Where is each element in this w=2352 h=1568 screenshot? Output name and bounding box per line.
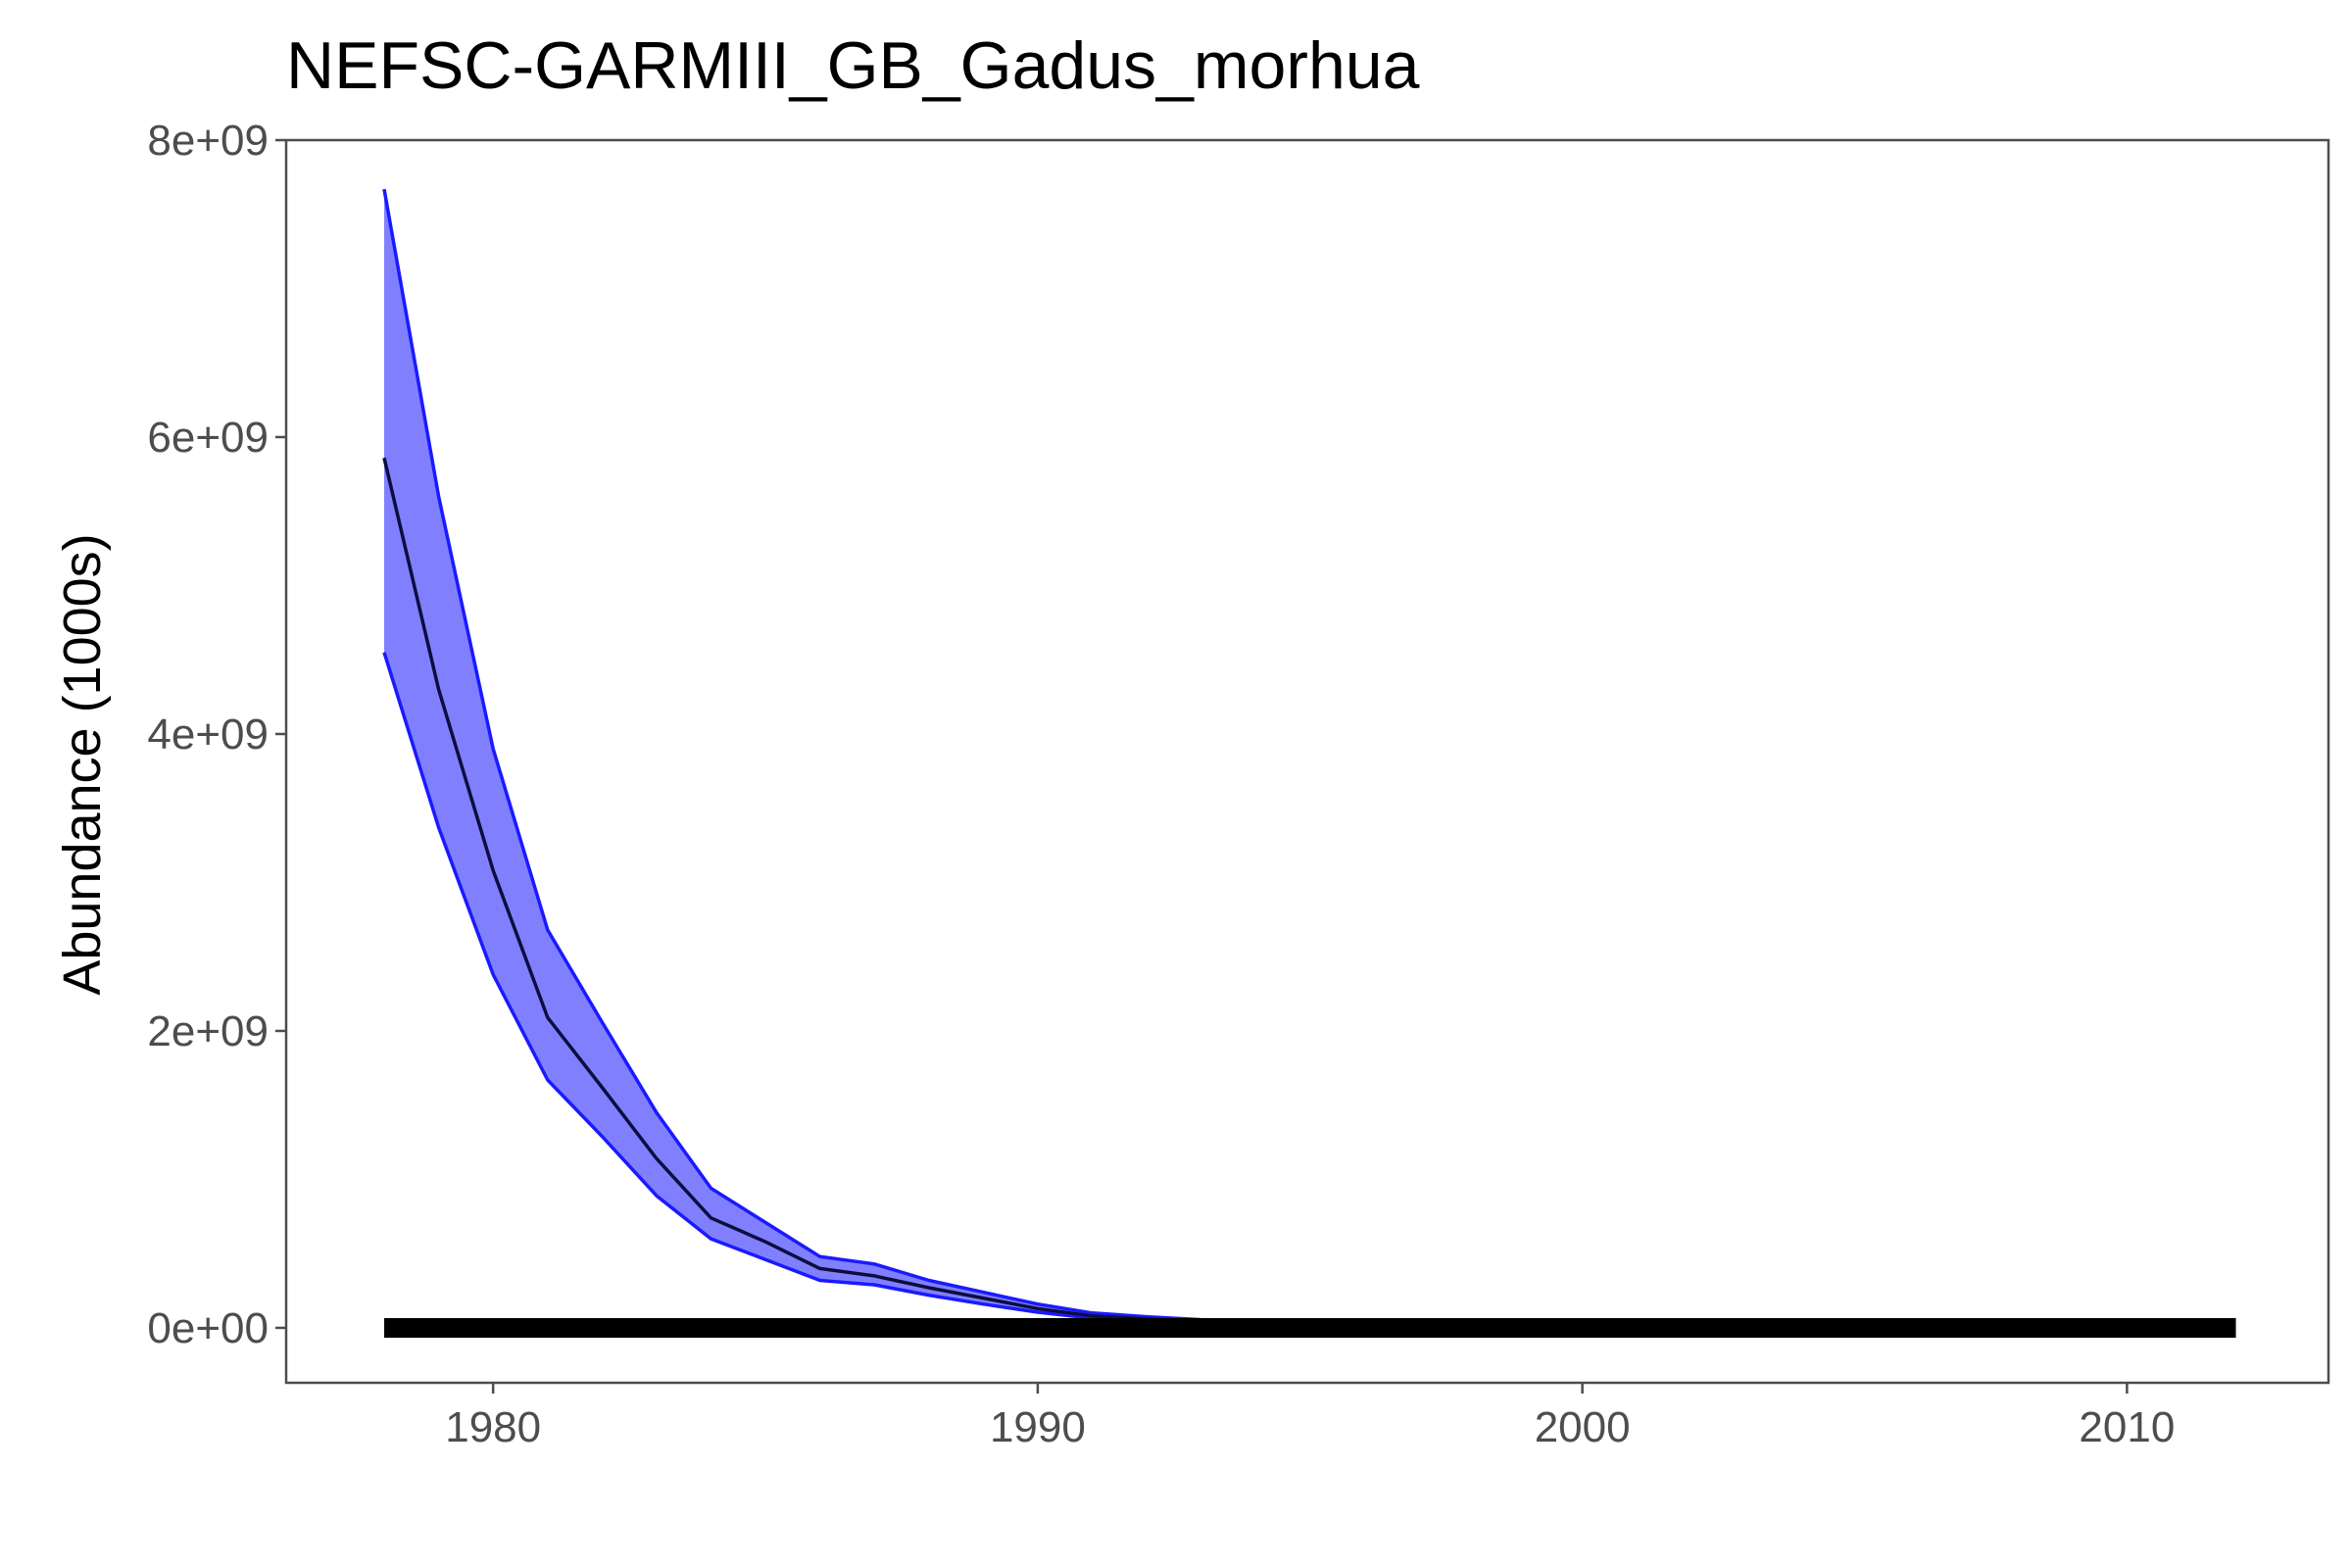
x-tick-label: 1990 (990, 1403, 1086, 1451)
x-tick-label: 1980 (445, 1403, 541, 1451)
y-tick-label: 2e+09 (147, 1007, 269, 1055)
x-tick-label: 2000 (1535, 1403, 1631, 1451)
confidence-band (384, 189, 1201, 1323)
upper-bound-line (382, 188, 1201, 1322)
y-tick-label: 4e+09 (147, 710, 269, 759)
y-tick-label: 0e+00 (147, 1304, 269, 1352)
lower-bound-line (382, 652, 1201, 1324)
y-tick-label: 6e+09 (147, 414, 269, 462)
panel-border (284, 138, 2330, 1385)
y-axis-label: Abundance (1000s) (53, 533, 112, 995)
mean-abundance-line (382, 457, 1201, 1323)
y-tick-label: 8e+09 (147, 117, 269, 165)
x-tick-label: 2010 (2079, 1403, 2175, 1451)
axes: 0e+00 2e+09 4e+09 6e+09 8e+09 1980 1990 2000 201… (147, 117, 2330, 1451)
chart-title: NEFSC-GARMIII_GB_Gadus_morhua (286, 28, 1420, 103)
plot-area (382, 188, 2236, 1338)
